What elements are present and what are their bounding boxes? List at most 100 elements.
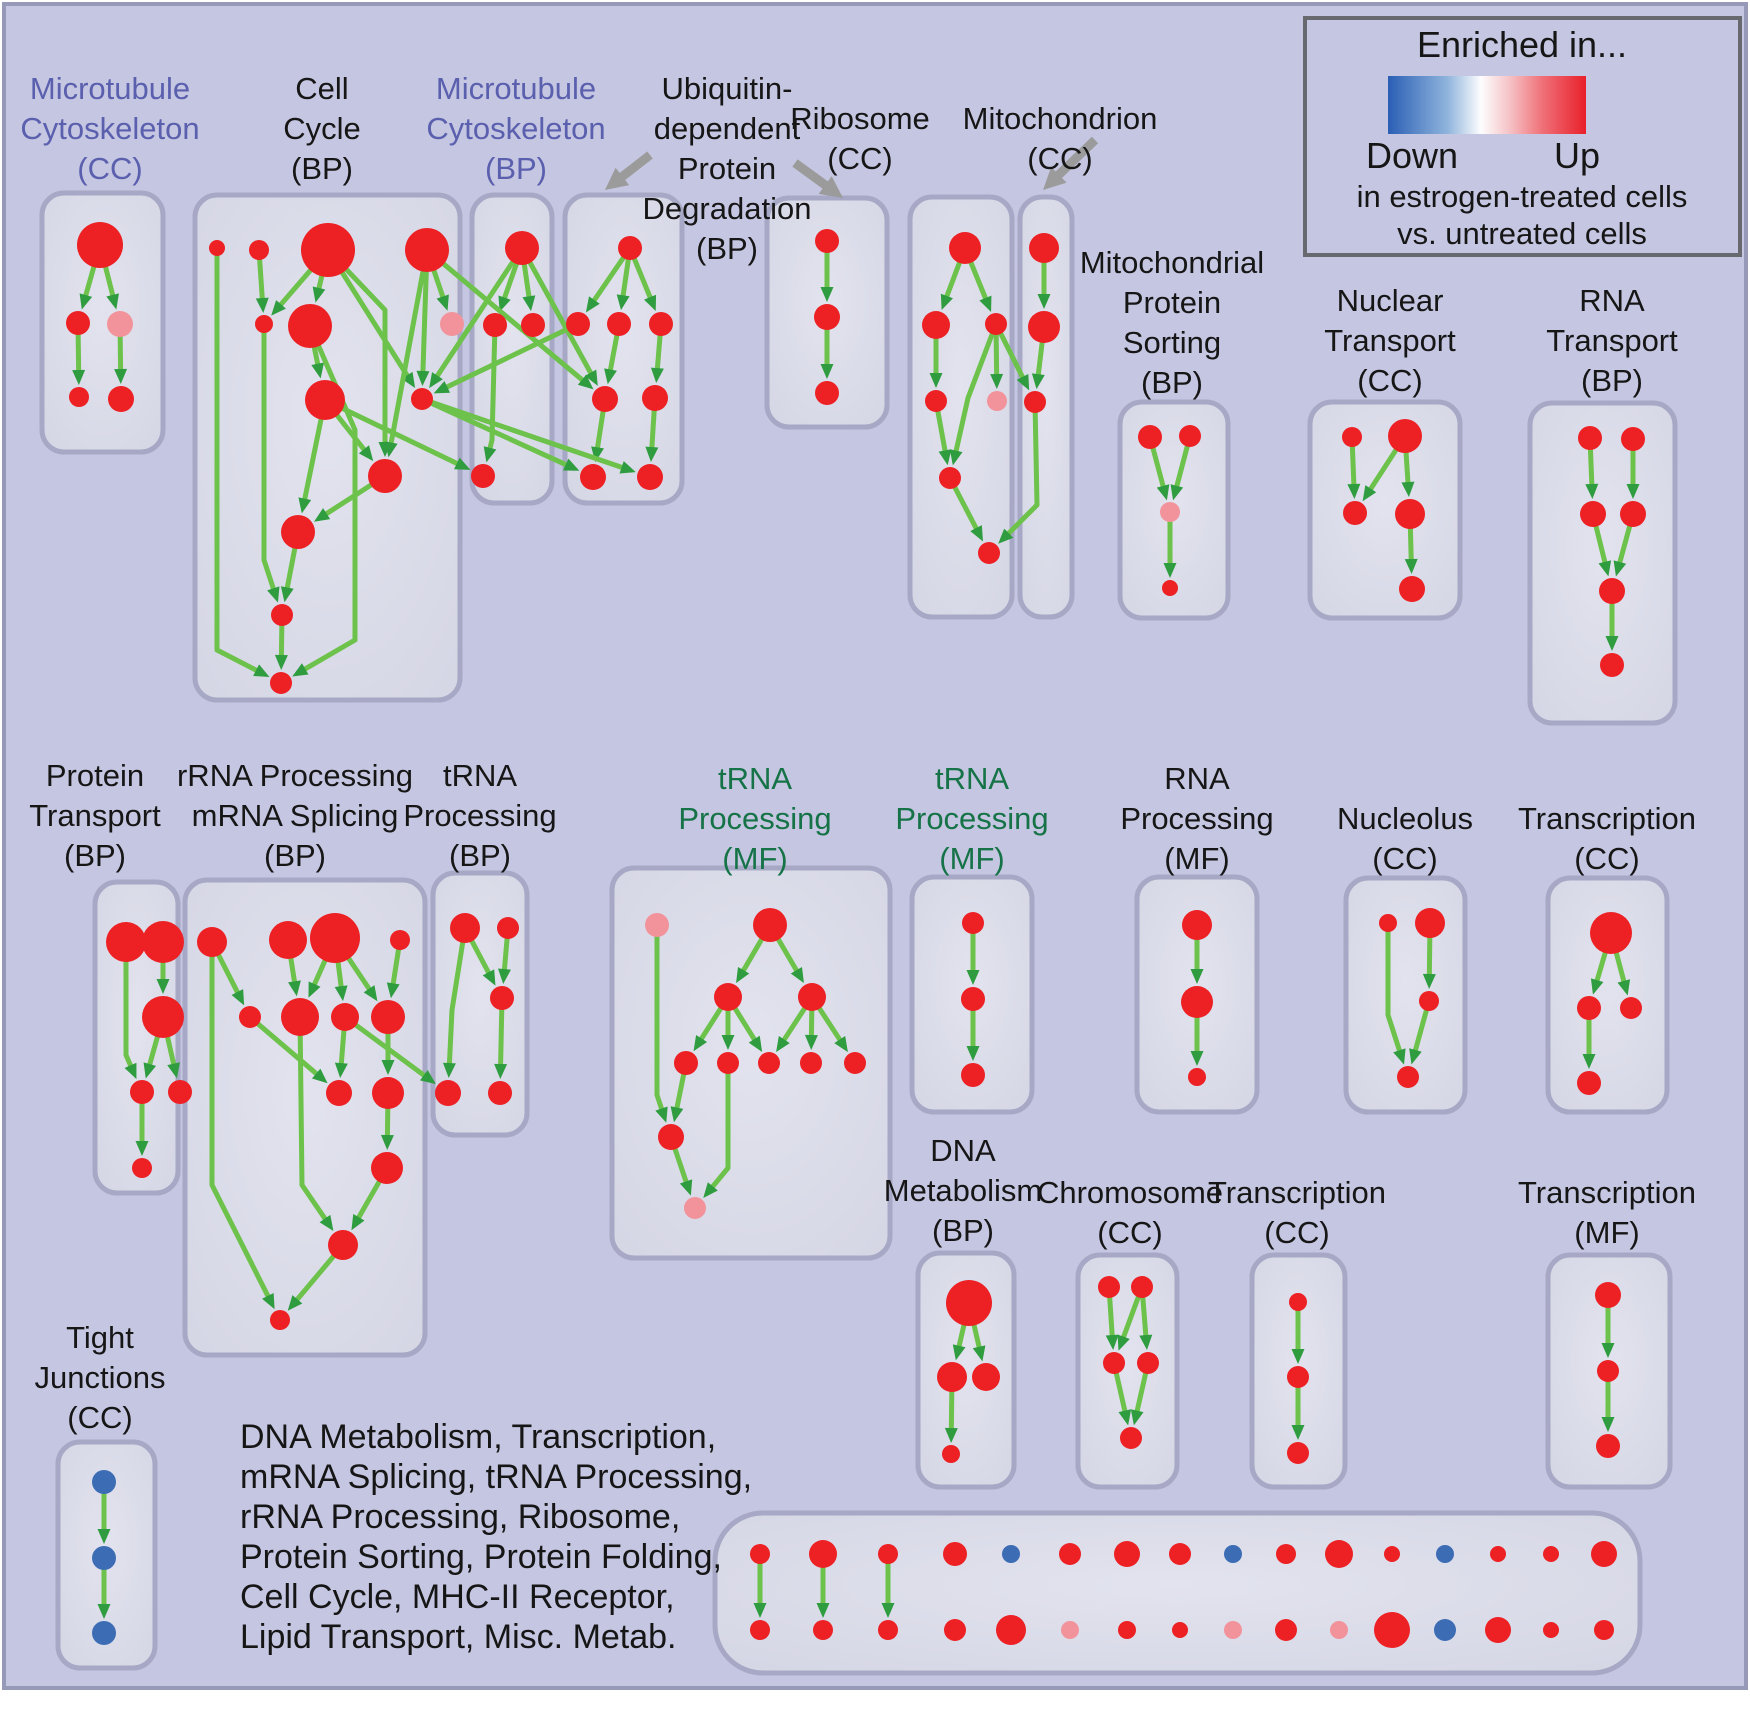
edge-arrowhead: [938, 449, 952, 466]
go-term-node: [1596, 1434, 1620, 1458]
go-term-node: [878, 1620, 898, 1640]
go-term-node: [1485, 1617, 1511, 1643]
edge-arrowhead: [156, 979, 170, 994]
go-term-node: [1595, 1282, 1621, 1308]
cluster-label-ubiquitin-dependent-protein-degradation-bp: Ubiquitin-dependent Protein Degradation (BP…: [643, 71, 812, 266]
edge-arrowhead: [416, 370, 430, 387]
go-term-node: [1138, 425, 1162, 449]
edge-arrowhead: [274, 654, 288, 671]
go-term-node: [844, 1052, 866, 1074]
edge-arrowhead: [311, 362, 325, 379]
annotation-arrowhead: [1043, 166, 1067, 190]
cluster-label-protein-transport-bp: Protein Transport (BP): [29, 758, 161, 873]
go-term-node: [1577, 1071, 1601, 1095]
go-term-node: [1590, 912, 1632, 954]
edge-arrowhead: [940, 293, 954, 311]
edge-arrowhead: [820, 287, 834, 302]
go-term-node: [1599, 578, 1625, 604]
go-term-node: [750, 1620, 770, 1640]
go-term-node: [108, 386, 134, 412]
enrichment-edge: [387, 249, 430, 449]
go-term-node: [753, 908, 787, 942]
go-term-node: [814, 304, 840, 330]
go-term-node: [1098, 1276, 1120, 1298]
cluster-box-nt: [1307, 399, 1463, 621]
go-term-node: [942, 1445, 960, 1463]
edge-arrowhead: [816, 1603, 830, 1618]
edge-arrowhead: [72, 369, 86, 386]
go-term-node: [372, 1077, 404, 1109]
go-term-node: [1379, 914, 1397, 932]
legend-subtitle-line2: vs. untreated cells: [1397, 216, 1647, 251]
edge-arrowhead: [881, 1603, 895, 1618]
go-term-node: [592, 386, 618, 412]
edge-arrowhead: [482, 969, 496, 986]
go-term-node: [1374, 1612, 1410, 1648]
legend-gradient-bar: [1388, 76, 1586, 134]
cluster-label-dna-metabolism-bp: DNA Metabolism (BP): [884, 1133, 1043, 1248]
legend-title: Enriched in...: [1417, 24, 1627, 65]
go-term-node: [1343, 501, 1367, 525]
edge-arrowhead: [563, 458, 580, 471]
go-term-node: [440, 312, 464, 336]
go-term-node: [1342, 427, 1362, 447]
go-term-node: [1325, 1540, 1353, 1568]
enrichment-edge: [432, 246, 525, 383]
go-term-node: [130, 1080, 154, 1104]
go-term-node: [209, 240, 225, 256]
enrichment-edge: [519, 246, 596, 380]
edge-arrowhead: [381, 1060, 395, 1075]
edge-arrowhead: [1601, 1343, 1615, 1358]
edge-arrowhead: [1118, 1409, 1132, 1426]
go-term-node: [618, 236, 642, 260]
go-term-node: [949, 232, 981, 264]
go-term-node: [642, 385, 668, 411]
go-term-node: [961, 987, 985, 1011]
edge-arrowhead: [114, 368, 128, 385]
edge-arrowhead: [106, 293, 119, 310]
edge-arrowhead: [97, 1529, 111, 1544]
edge-arrowhead: [298, 497, 312, 514]
go-term-node: [1591, 1541, 1617, 1567]
go-term-node: [77, 222, 123, 268]
enrichment-edge: [421, 396, 629, 472]
edge-arrowhead: [670, 1106, 684, 1123]
cluster-label-cell-cycle-bp: Cell Cycle (BP): [283, 71, 361, 186]
go-term-node: [1061, 1621, 1079, 1639]
edge-arrowhead: [308, 981, 321, 998]
go-term-node: [1289, 1293, 1307, 1311]
edge-arrowhead: [312, 286, 326, 303]
go-term-node: [978, 542, 1000, 564]
edge-arrowhead: [494, 1063, 508, 1080]
edge-arrowhead: [998, 528, 1014, 544]
go-term-node: [1181, 986, 1213, 1018]
cluster-label-transcription-cc-upper: Transcription (CC): [1518, 801, 1696, 876]
edge-arrowhead: [970, 525, 984, 542]
enrichment-edge: [326, 248, 388, 448]
enrichment-edge: [420, 396, 573, 470]
go-term-node: [1600, 653, 1624, 677]
edge-arrowhead: [966, 1046, 980, 1061]
nodes-layer: [66, 222, 1646, 1648]
go-term-node: [269, 921, 307, 959]
go-term-node: [1397, 1066, 1419, 1088]
edge-arrowhead: [1393, 1048, 1406, 1065]
enrichment-edge: [343, 1014, 431, 1081]
edge-arrowhead: [311, 1068, 328, 1084]
edge-arrowhead: [748, 1035, 763, 1052]
edge-arrowhead: [262, 1292, 275, 1310]
go-term-node: [1002, 1545, 1020, 1563]
go-term-node: [1103, 1352, 1125, 1374]
go-term-node: [1621, 427, 1645, 451]
enrichment-edge: [425, 248, 589, 386]
go-term-node: [580, 464, 606, 490]
edge-arrowhead: [1130, 1409, 1144, 1426]
go-term-node: [1172, 1622, 1188, 1638]
edge-arrowhead: [1601, 1417, 1615, 1432]
cluster-label-rna-transport-bp: RNA Transport (BP): [1546, 283, 1678, 398]
go-term-node: [66, 311, 90, 335]
go-term-node: [106, 922, 146, 962]
go-term-node: [1160, 502, 1180, 522]
edge-arrowhead: [253, 664, 270, 678]
go-term-node: [925, 390, 947, 412]
